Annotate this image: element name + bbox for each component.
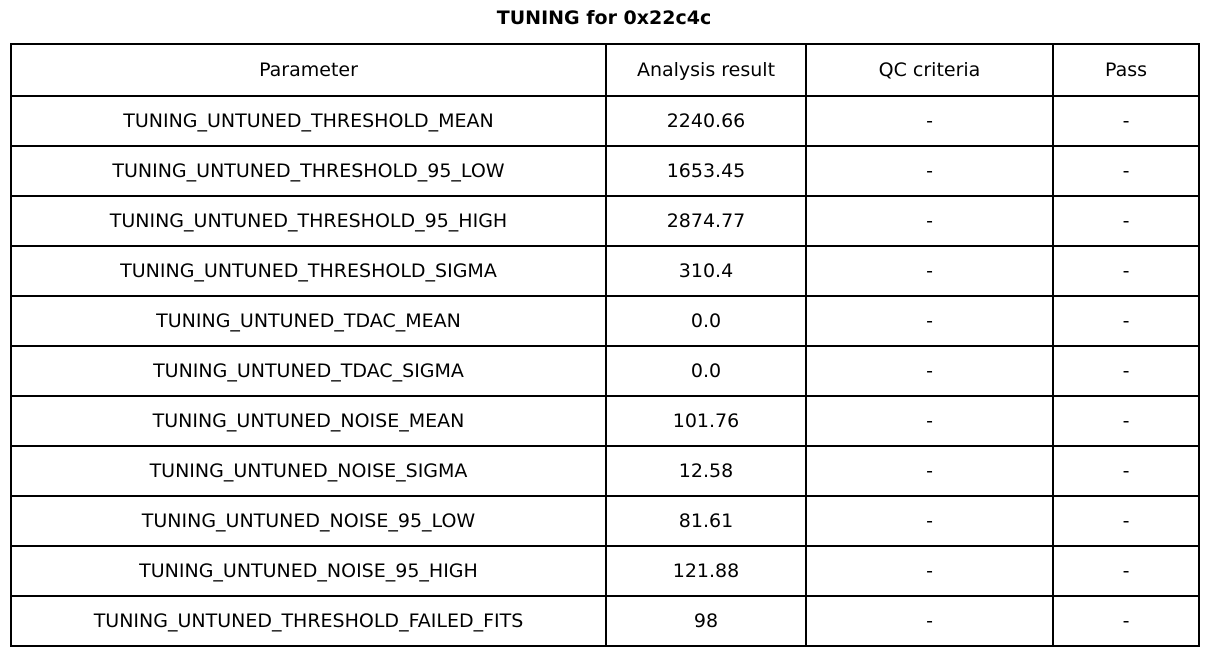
qc-criteria-cell: - xyxy=(805,595,1054,647)
parameter-cell: TUNING_UNTUNED_TDAC_MEAN xyxy=(10,295,607,347)
column-header-analysis-result: Analysis result xyxy=(605,43,807,97)
qc-criteria-cell: - xyxy=(805,295,1054,347)
table-row: TUNING_UNTUNED_THRESHOLD_95_LOW 1653.45- - xyxy=(10,145,1200,197)
table-row: TUNING_UNTUNED_NOISE_95_HIGH 121.88- - xyxy=(10,545,1200,597)
qc-criteria-cell: - xyxy=(805,445,1054,497)
parameter-cell: TUNING_UNTUNED_THRESHOLD_FAILED_FITS xyxy=(10,595,607,647)
qc-criteria-cell: - xyxy=(805,245,1054,297)
parameter-cell: TUNING_UNTUNED_TDAC_SIGMA xyxy=(10,345,607,397)
qc-criteria-cell: - xyxy=(805,395,1054,447)
table-row: TUNING_UNTUNED_THRESHOLD_MEAN 2240.66- - xyxy=(10,95,1200,147)
analysis-result-cell: 0.0 xyxy=(605,295,807,347)
analysis-result-cell: 81.61 xyxy=(605,495,807,547)
tuning-results-table: Parameter Analysis result QC criteria Pa… xyxy=(10,43,1200,647)
column-header-qc-criteria: QC criteria xyxy=(805,43,1054,97)
pass-cell: - xyxy=(1052,395,1200,447)
page-title: TUNING for 0x22c4c xyxy=(496,7,712,29)
qc-criteria-cell: - xyxy=(805,145,1054,197)
column-header-parameter: Parameter xyxy=(10,43,607,97)
qc-criteria-cell: - xyxy=(805,95,1054,147)
parameter-cell: TUNING_UNTUNED_NOISE_95_LOW xyxy=(10,495,607,547)
analysis-result-cell: 0.0 xyxy=(605,345,807,397)
parameter-cell: TUNING_UNTUNED_THRESHOLD_95_LOW xyxy=(10,145,607,197)
table-row: TUNING_UNTUNED_THRESHOLD_SIGMA 310.4- - xyxy=(10,245,1200,297)
analysis-result-cell: 121.88 xyxy=(605,545,807,597)
table-row: TUNING_UNTUNED_TDAC_SIGMA 0.0- - xyxy=(10,345,1200,397)
parameter-cell: TUNING_UNTUNED_NOISE_MEAN xyxy=(10,395,607,447)
pass-cell: - xyxy=(1052,545,1200,597)
column-header-pass: Pass xyxy=(1052,43,1200,97)
pass-cell: - xyxy=(1052,245,1200,297)
table-row: TUNING_UNTUNED_TDAC_MEAN 0.0- - xyxy=(10,295,1200,347)
pass-cell: - xyxy=(1052,195,1200,247)
analysis-result-cell: 310.4 xyxy=(605,245,807,297)
analysis-result-cell: 2874.77 xyxy=(605,195,807,247)
analysis-result-cell: 12.58 xyxy=(605,445,807,497)
analysis-result-cell: 98 xyxy=(605,595,807,647)
pass-cell: - xyxy=(1052,495,1200,547)
qc-criteria-cell: - xyxy=(805,495,1054,547)
table-row: TUNING_UNTUNED_NOISE_SIGMA 12.58- - xyxy=(10,445,1200,497)
pass-cell: - xyxy=(1052,595,1200,647)
parameter-cell: TUNING_UNTUNED_THRESHOLD_95_HIGH xyxy=(10,195,607,247)
pass-cell: - xyxy=(1052,445,1200,497)
parameter-cell: TUNING_UNTUNED_NOISE_SIGMA xyxy=(10,445,607,497)
table-header-row: Parameter Analysis result QC criteria Pa… xyxy=(10,43,1200,97)
table-row: TUNING_UNTUNED_THRESHOLD_95_HIGH 2874.77-… xyxy=(10,195,1200,247)
analysis-result-cell: 101.76 xyxy=(605,395,807,447)
table-body: TUNING_UNTUNED_THRESHOLD_MEAN 2240.66- - TU… xyxy=(10,95,1200,647)
pass-cell: - xyxy=(1052,295,1200,347)
pass-cell: - xyxy=(1052,145,1200,197)
parameter-cell: TUNING_UNTUNED_THRESHOLD_MEAN xyxy=(10,95,607,147)
qc-criteria-cell: - xyxy=(805,345,1054,397)
table-row: TUNING_UNTUNED_NOISE_95_LOW 81.61- - xyxy=(10,495,1200,547)
analysis-result-cell: 2240.66 xyxy=(605,95,807,147)
pass-cell: - xyxy=(1052,95,1200,147)
table-row: TUNING_UNTUNED_THRESHOLD_FAILED_FITS 98- - xyxy=(10,595,1200,647)
table-row: TUNING_UNTUNED_NOISE_MEAN 101.76- - xyxy=(10,395,1200,447)
qc-criteria-cell: - xyxy=(805,195,1054,247)
analysis-result-cell: 1653.45 xyxy=(605,145,807,197)
pass-cell: - xyxy=(1052,345,1200,397)
qc-criteria-cell: - xyxy=(805,545,1054,597)
parameter-cell: TUNING_UNTUNED_THRESHOLD_SIGMA xyxy=(10,245,607,297)
parameter-cell: TUNING_UNTUNED_NOISE_95_HIGH xyxy=(10,545,607,597)
